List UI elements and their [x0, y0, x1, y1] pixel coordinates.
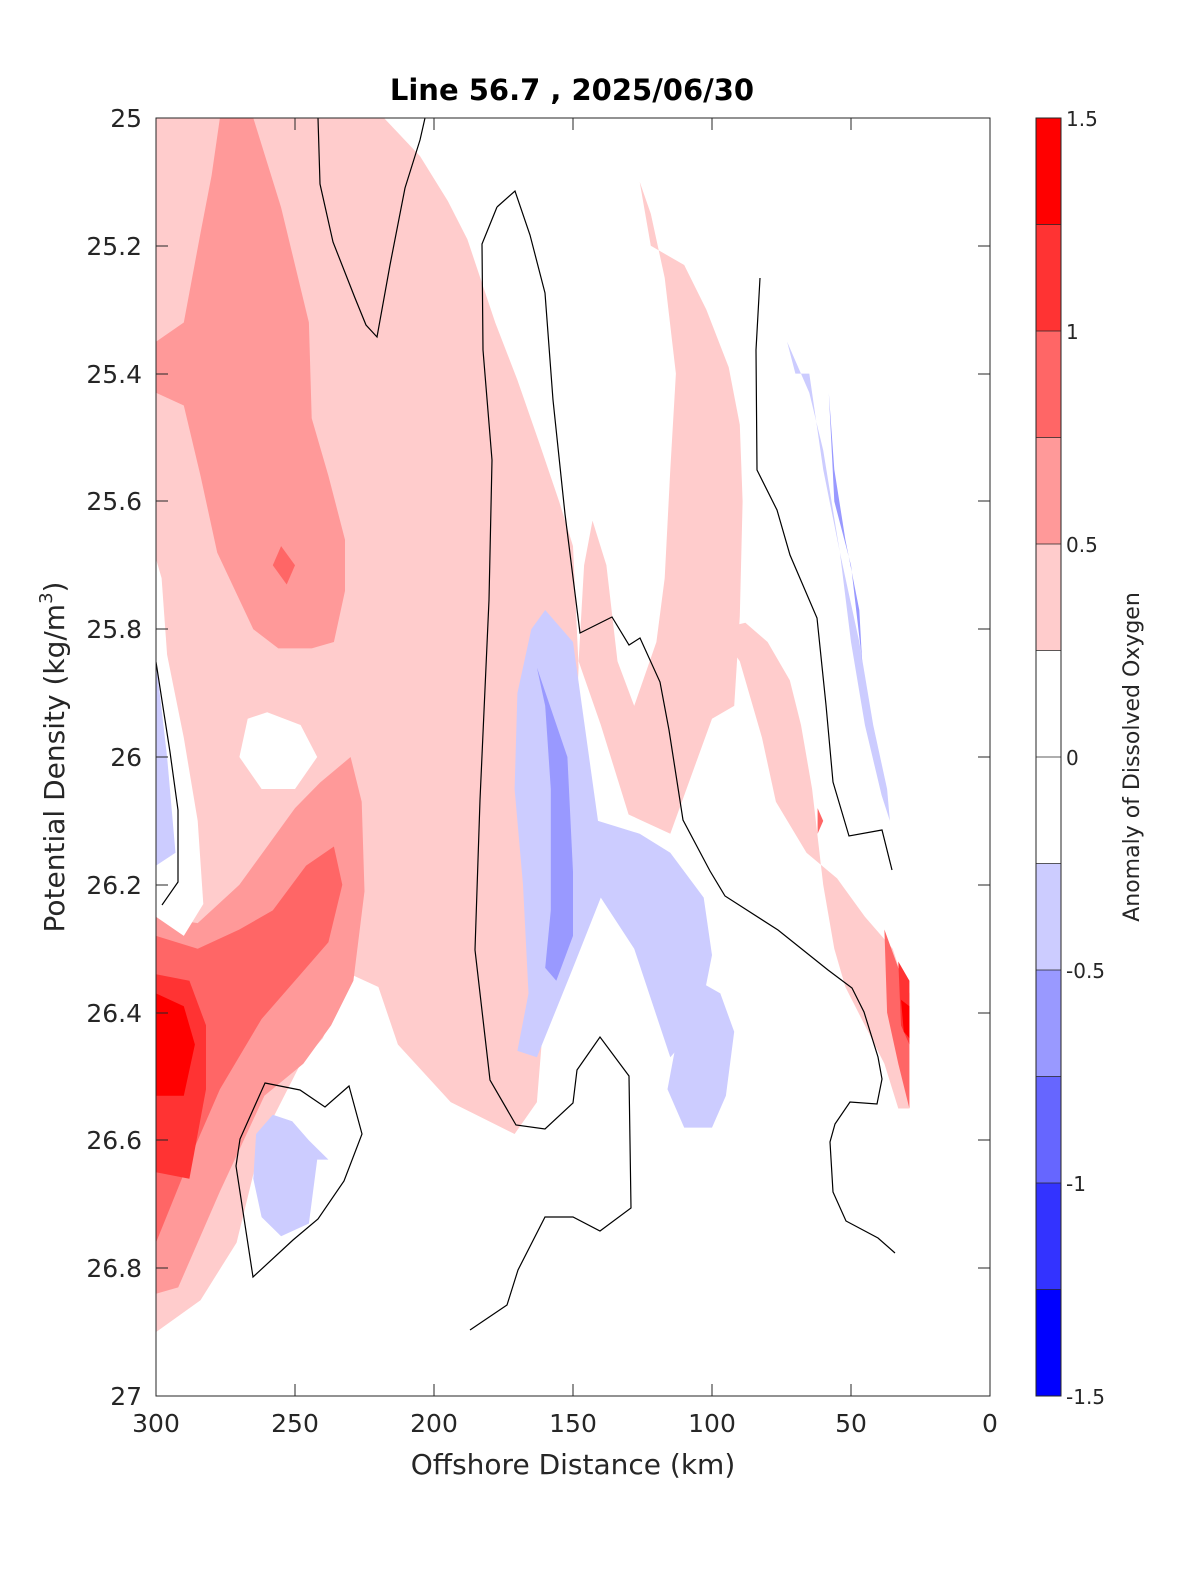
y-tick: 25.8 [86, 615, 990, 644]
y-tick: 26.6 [86, 1126, 990, 1155]
x-tick: 100 [688, 118, 736, 1438]
colorbar-tick-label: 0.5 [1066, 533, 1098, 557]
colorbar-band [1036, 1289, 1061, 1397]
contour-region-20 [536, 667, 573, 981]
x-tick-label: 0 [982, 1409, 998, 1438]
y-tick: 26 [110, 743, 990, 772]
y-tick-label: 25.2 [86, 232, 142, 261]
colorbar-tick-label: -1 [1066, 1172, 1086, 1196]
y-tick-label: 25.4 [86, 360, 142, 389]
x-tick-label: 150 [549, 1409, 597, 1438]
colorbar-tick-label: -0.5 [1066, 959, 1105, 983]
x-tick: 150 [549, 118, 597, 1438]
chart-title: Line 56.7 , 2025/06/30 [390, 73, 754, 107]
colorbar-band [1036, 863, 1061, 971]
y-tick: 27 [110, 1382, 142, 1411]
contour-region-18 [253, 1114, 329, 1237]
y-tick-label: 26.4 [86, 999, 142, 1028]
contour-region-12 [901, 999, 910, 1039]
zero-contour-line [317, 118, 426, 339]
zero-contour-line [496, 189, 896, 1254]
colorbar-band [1036, 224, 1061, 332]
contour-region-2 [717, 622, 910, 1109]
y-tick-label: 25.8 [86, 615, 142, 644]
x-axis: 300 250 200 150 100 50 0 [132, 118, 998, 1481]
y-tick-label: 25.6 [86, 487, 142, 516]
y-tick: 26.2 [86, 871, 990, 900]
y-tick-label: 26.6 [86, 1126, 142, 1155]
y-axis-label-main: Potential Density (kg/m [38, 604, 71, 933]
contour-region-16 [667, 980, 735, 1128]
colorbar-tick-label: 0 [1066, 746, 1079, 770]
x-tick: 300 [132, 1384, 180, 1438]
zero-contour-line [469, 206, 632, 1331]
colorbar-band [1036, 331, 1061, 438]
colorbar-tick-label: 1 [1066, 320, 1079, 344]
x-tick-label: 50 [835, 1409, 867, 1438]
plot-area [155, 117, 991, 1397]
colorbar-band [1036, 757, 1061, 864]
y-tick-label: 26.8 [86, 1254, 142, 1283]
y-tick: 25 [110, 104, 142, 133]
contour-region-7 [884, 929, 910, 1109]
colorbar: 1.5 1 0.5 0 -0.5 -1 -1.5 Anomaly of Diss… [1035, 107, 1145, 1409]
y-axis-label-close: ) [38, 582, 71, 593]
contour-region-3 [156, 118, 345, 649]
y-axis: 25 25.2 25.4 25.6 25.8 26 26.2 26.4 26.6… [36, 104, 990, 1411]
y-axis-label: Potential Density (kg/m3) [36, 582, 71, 933]
zero-contour-lines [156, 118, 896, 1331]
colorbar-label: Anomaly of Dissolved Oxygen [1120, 592, 1145, 922]
x-tick: 250 [271, 118, 319, 1438]
x-tick: 0 [982, 1409, 998, 1438]
colorbar-band [1036, 1076, 1061, 1184]
colorbar-tick-label: 1.5 [1066, 107, 1098, 131]
colorbar-band [1036, 544, 1061, 651]
colorbar-ticks [1036, 224, 1061, 1290]
y-tick: 26.8 [86, 1254, 990, 1283]
contour-region-6 [156, 846, 343, 1243]
colorbar-band [1036, 970, 1061, 1077]
colorbar-tick-label: -1.5 [1066, 1385, 1105, 1409]
colorbar-band [1036, 1183, 1061, 1290]
x-tick-label: 300 [132, 1409, 180, 1438]
colorbar-band [1036, 437, 1061, 545]
y-tick-label: 25 [110, 104, 142, 133]
y-tick-label: 26.2 [86, 871, 142, 900]
contour-region-1 [578, 181, 743, 834]
colorbar-bands [1036, 118, 1061, 1397]
colorbar-band [1036, 650, 1061, 758]
contour-region-5 [272, 546, 295, 585]
contour-fill-layer [156, 118, 910, 1333]
x-tick-label: 100 [688, 1409, 736, 1438]
x-tick-label: 200 [410, 1409, 458, 1438]
contour-region-17 [787, 341, 890, 821]
contour-region-13 [239, 712, 318, 789]
x-tick: 200 [410, 118, 458, 1438]
x-tick-label: 250 [271, 1409, 319, 1438]
y-tick: 25.4 [86, 360, 990, 389]
zero-contour-line [235, 1082, 363, 1279]
y-tick-label: 27 [110, 1382, 142, 1411]
y-tick: 25.6 [86, 487, 990, 516]
zero-contour-line [755, 277, 893, 871]
colorbar-band [1036, 118, 1061, 225]
y-axis-label-superscript: 3 [36, 592, 57, 603]
y-tick-label: 26 [110, 743, 142, 772]
x-axis-label: Offshore Distance (km) [411, 1448, 736, 1481]
x-tick: 50 [835, 118, 867, 1438]
contour-region-19 [156, 661, 176, 866]
zero-contour-line [156, 661, 179, 906]
contour-region-8 [817, 808, 824, 834]
y-tick: 26.4 [86, 999, 990, 1028]
y-tick: 25.2 [86, 232, 990, 261]
contour-region-11 [156, 993, 195, 1096]
